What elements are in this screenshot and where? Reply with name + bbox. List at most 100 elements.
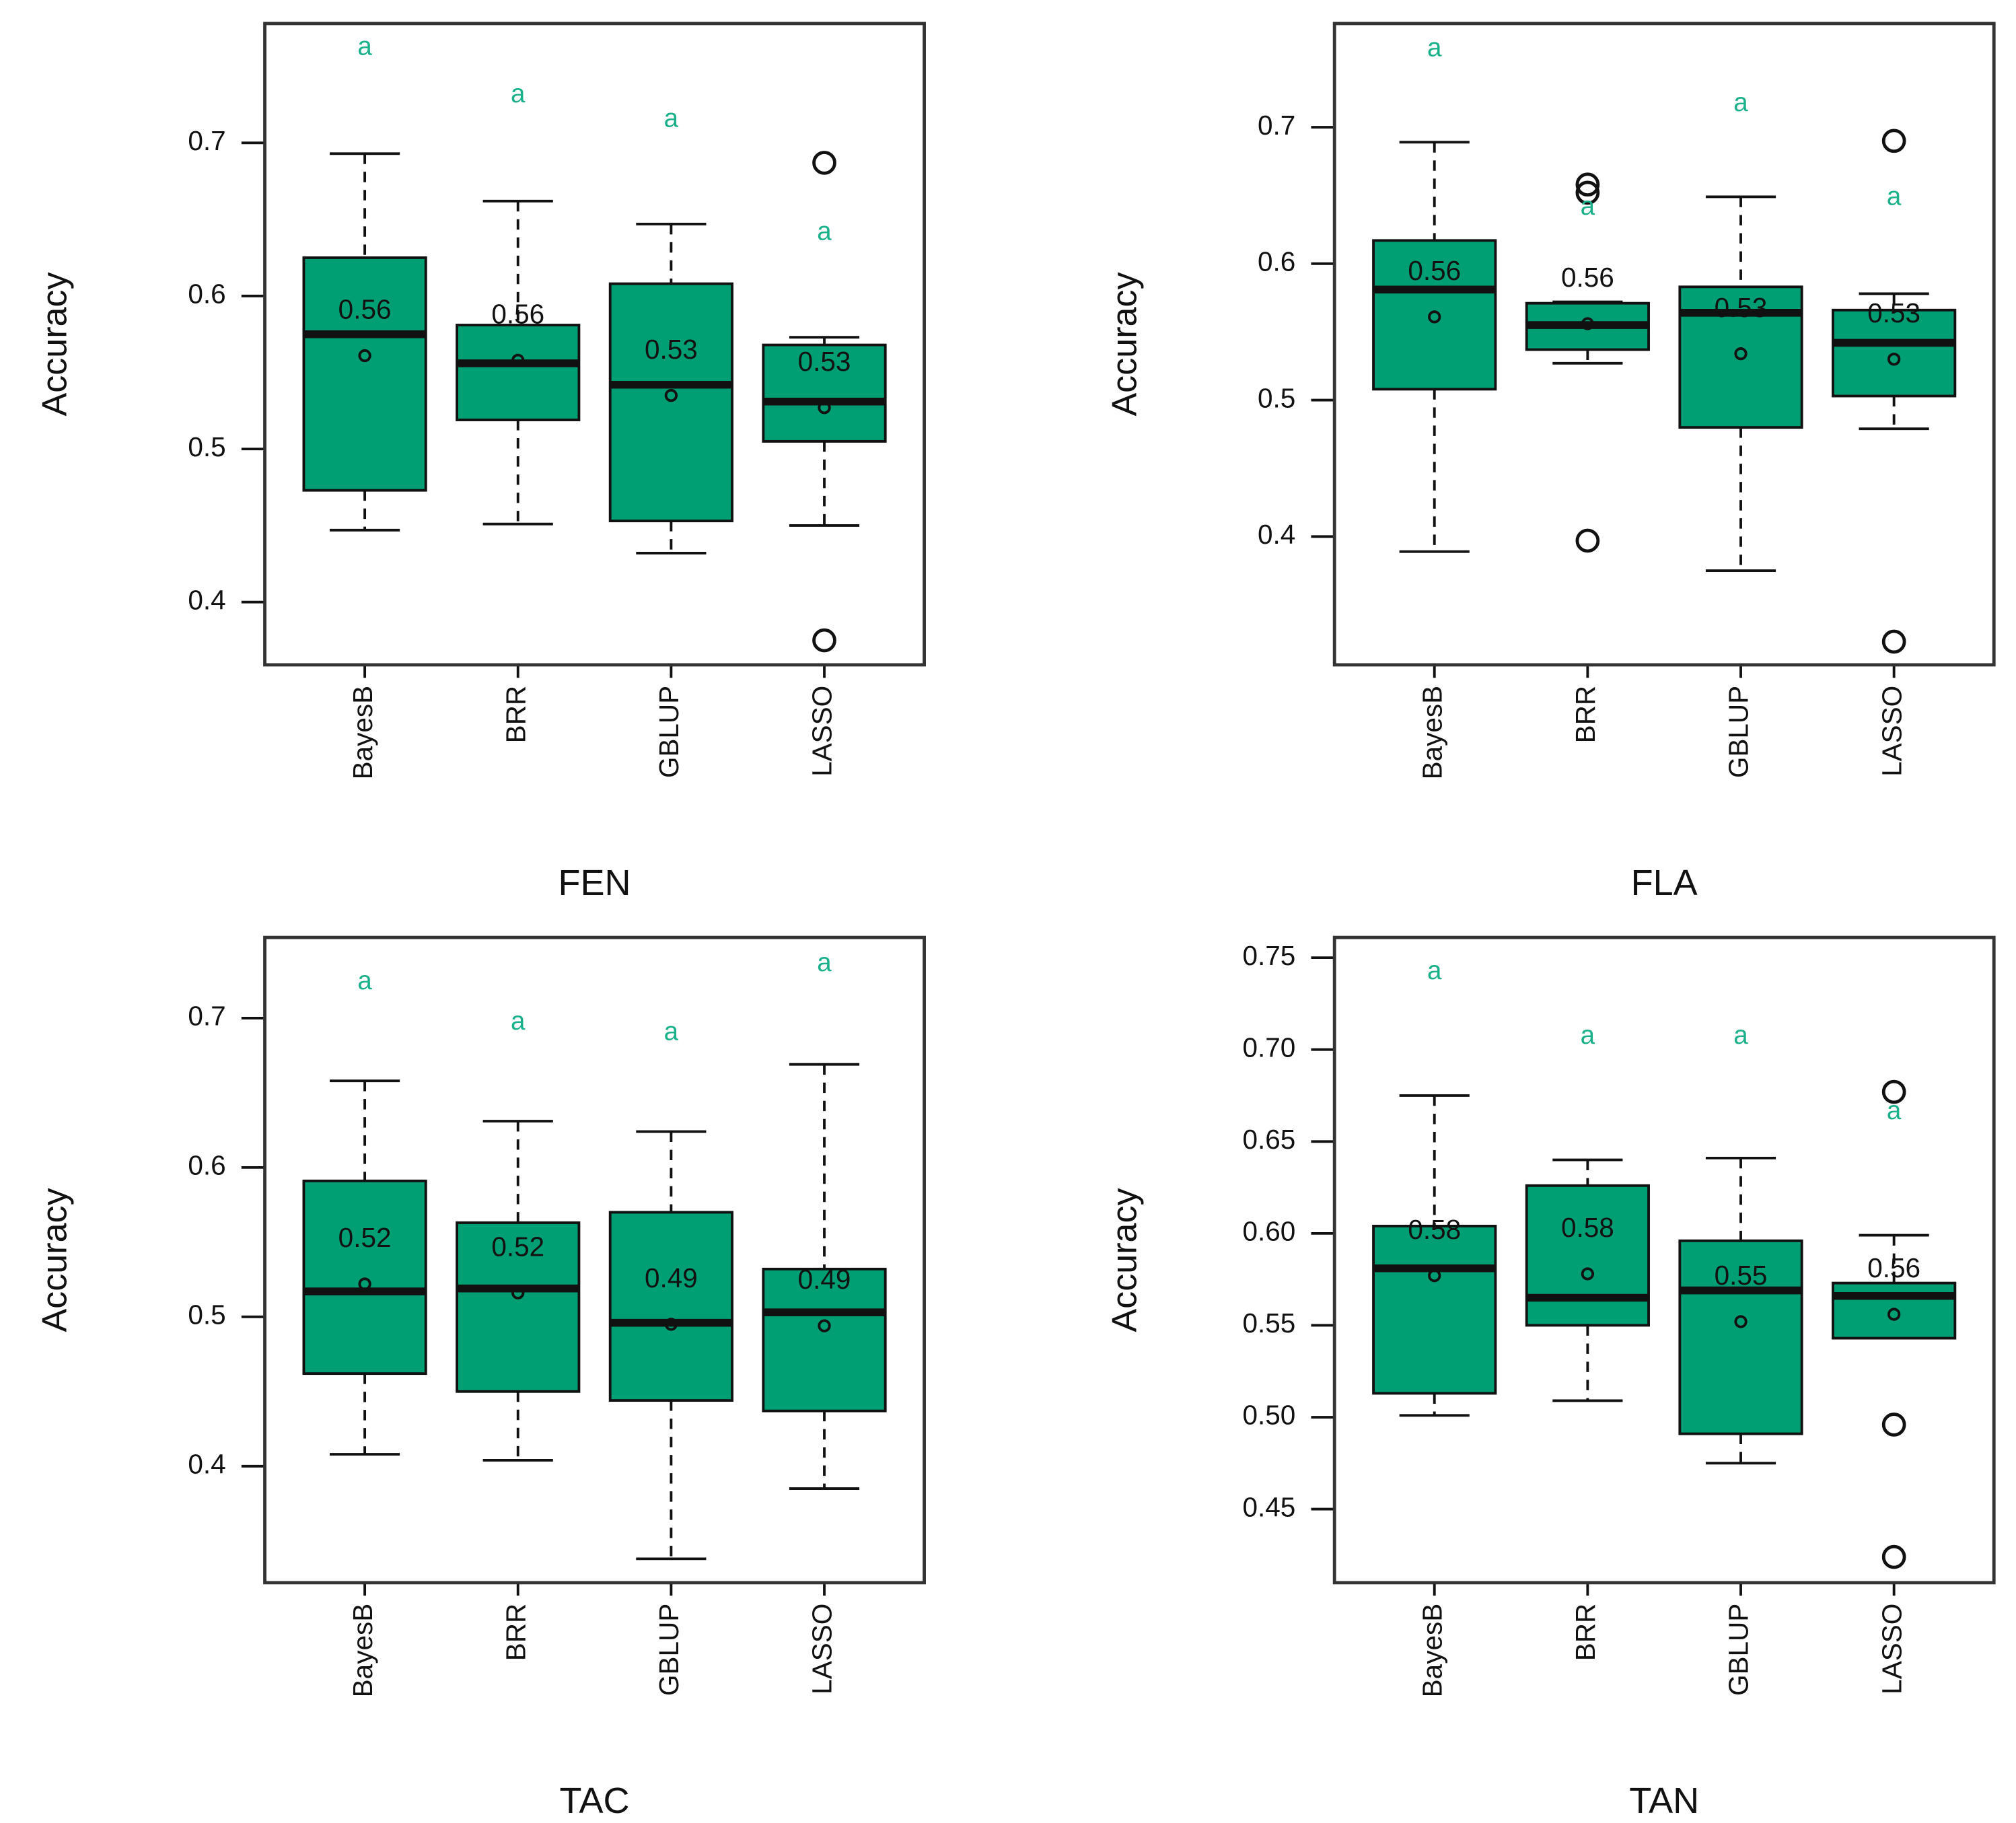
x-tick-label: BRR: [1570, 1604, 1601, 1661]
mean-label: 0.55: [1715, 1260, 1768, 1291]
mean-point: [1734, 347, 1748, 361]
box: [302, 1179, 427, 1375]
mean-label: 0.58: [1408, 1214, 1461, 1245]
group-letter: a: [1427, 34, 1442, 63]
x-tick-label: GBLUP: [1723, 1604, 1754, 1696]
mean-label: 0.56: [1561, 262, 1614, 293]
x-tick-label: BRR: [500, 686, 531, 744]
y-tick-label: 0.6: [1258, 246, 1295, 277]
plot-frame: [1332, 22, 1996, 667]
mean-label: 0.52: [491, 1231, 544, 1262]
y-tick-label: 0.5: [1258, 382, 1295, 413]
group-letter: a: [1733, 88, 1748, 117]
group-letter: a: [664, 104, 679, 133]
group-letter: a: [817, 217, 832, 246]
box: [1372, 239, 1497, 391]
plot-frame: [1332, 935, 1996, 1585]
y-tick-label: 0.45: [1242, 1491, 1295, 1522]
y-axis-title: Accuracy: [1105, 1188, 1144, 1332]
x-tick-label: GBLUP: [653, 686, 684, 778]
y-tick-label: 0.55: [1242, 1308, 1295, 1338]
x-tick-label: BayesB: [1416, 1604, 1447, 1698]
x-tick-label: BayesB: [1416, 686, 1447, 780]
outlier: [1881, 129, 1906, 153]
box: [762, 343, 887, 443]
mean-point: [1428, 310, 1441, 324]
y-tick-label: 0.5: [188, 431, 225, 462]
y-tick-label: 0.65: [1242, 1124, 1295, 1155]
outlier: [1881, 1544, 1906, 1569]
outlier: [812, 628, 836, 653]
mean-point: [818, 401, 831, 415]
x-tick-label: BayesB: [347, 1604, 378, 1698]
plot-frame: [263, 22, 926, 667]
outlier: [1575, 172, 1600, 197]
box: [1832, 1281, 1957, 1340]
y-axis-title: Accuracy: [36, 272, 75, 416]
mean-point: [358, 1277, 371, 1291]
y-tick-label: 0.70: [1242, 1032, 1295, 1063]
x-axis-title: FLA: [1631, 863, 1698, 903]
y-tick-label: 0.4: [188, 584, 225, 615]
mean-point: [511, 353, 525, 367]
group-letter: a: [1427, 956, 1442, 985]
box: [456, 1221, 581, 1393]
x-tick-label: LASSO: [807, 686, 838, 777]
mean-label: 0.53: [1715, 292, 1768, 323]
outlier: [1575, 528, 1600, 553]
group-letter: a: [357, 32, 372, 61]
box: [456, 324, 581, 421]
y-axis-title: Accuracy: [36, 1188, 75, 1332]
y-tick-label: 0.60: [1242, 1216, 1295, 1247]
mean-point: [358, 349, 371, 363]
x-axis-title: FEN: [559, 863, 631, 903]
group-letter: a: [1581, 1021, 1595, 1050]
mean-label: 0.53: [645, 334, 698, 365]
mean-label: 0.56: [1408, 255, 1461, 286]
outlier: [1881, 1079, 1906, 1104]
mean-point: [1887, 353, 1901, 366]
y-tick-label: 0.7: [1258, 110, 1295, 141]
y-tick-label: 0.7: [188, 1001, 225, 1032]
y-tick-label: 0.4: [188, 1448, 225, 1479]
mean-point: [1581, 317, 1595, 330]
x-tick-label: LASSO: [1876, 1604, 1907, 1694]
mean-label: 0.56: [1867, 1252, 1920, 1283]
box: [762, 1267, 887, 1413]
mean-label: 0.58: [1561, 1212, 1614, 1243]
y-axis-title: Accuracy: [1105, 272, 1144, 416]
mean-label: 0.56: [338, 294, 392, 325]
x-tick-label: GBLUP: [1723, 686, 1754, 778]
box: [608, 282, 733, 523]
box: [608, 1211, 733, 1402]
x-axis-title: TAN: [1629, 1781, 1699, 1821]
group-letter: a: [1887, 182, 1902, 211]
plot-frame: [263, 935, 926, 1585]
group-letter: a: [511, 1007, 526, 1036]
mean-point: [818, 1319, 831, 1332]
mean-label: 0.53: [1867, 297, 1920, 328]
mean-label: 0.53: [798, 346, 851, 377]
x-tick-label: GBLUP: [653, 1604, 684, 1696]
y-tick-label: 0.50: [1242, 1400, 1295, 1431]
y-tick-label: 0.75: [1242, 940, 1295, 971]
x-axis-title: TAC: [560, 1781, 630, 1821]
x-tick-label: LASSO: [1876, 686, 1907, 777]
group-letter: a: [664, 1017, 679, 1046]
mean-point: [664, 1318, 678, 1331]
x-tick-label: BayesB: [347, 686, 378, 780]
y-tick-label: 0.4: [1258, 519, 1295, 550]
x-tick-label: LASSO: [807, 1604, 838, 1694]
group-letter: a: [1733, 1021, 1748, 1050]
mean-point: [511, 1286, 525, 1299]
box: [302, 256, 427, 492]
mean-point: [1887, 1308, 1901, 1321]
box: [1678, 1239, 1803, 1435]
y-tick-label: 0.7: [188, 125, 225, 156]
mean-label: 0.49: [645, 1262, 698, 1293]
mean-point: [664, 389, 678, 402]
y-tick-label: 0.6: [188, 1150, 225, 1181]
mean-label: 0.56: [491, 298, 544, 329]
mean-label: 0.49: [798, 1264, 851, 1295]
